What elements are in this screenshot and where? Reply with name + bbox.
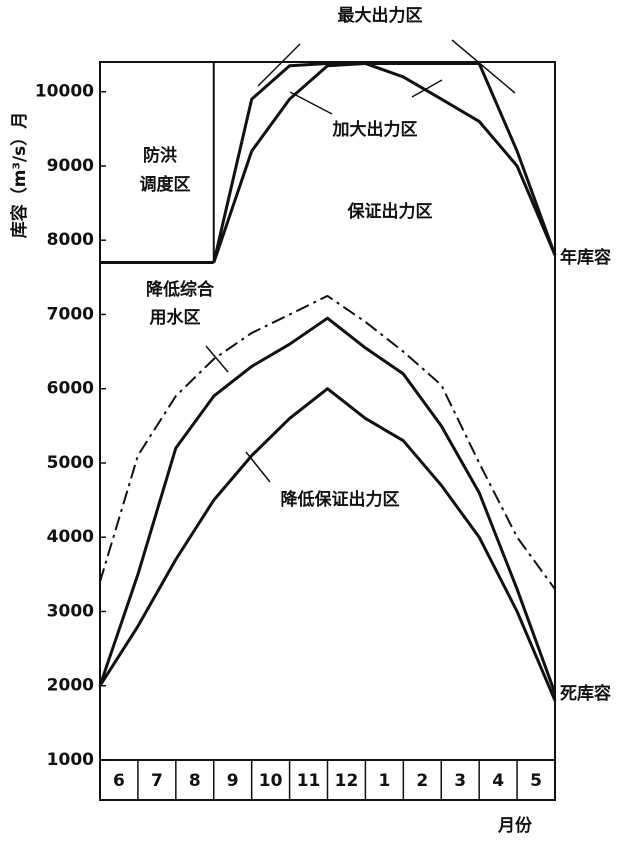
y-tick-label: 9000 [47, 156, 94, 176]
x-tick-label: 7 [151, 771, 163, 791]
x-tick-label: 2 [416, 771, 428, 791]
annotation: 用水区 [150, 307, 201, 328]
annotation: 年库容 [560, 247, 611, 268]
series-line [212, 62, 557, 263]
leader-line [205, 345, 229, 373]
y-axis-label: 库容（m³/s）月 [9, 112, 30, 239]
leader-line [451, 39, 516, 94]
plot-frame [99, 61, 556, 801]
y-tick-label: 7000 [47, 304, 94, 324]
annotation: 降低保证出力区 [281, 489, 400, 510]
y-tick-label: 5000 [47, 453, 94, 473]
series-line [99, 294, 556, 590]
x-axis-label: 月份 [497, 815, 533, 836]
y-tick-label: 3000 [47, 601, 94, 621]
annotation: 保证出力区 [347, 201, 433, 222]
y-tick-label: 1000 [47, 750, 94, 770]
series-line [98, 387, 557, 702]
annotation: 防洪 [143, 145, 177, 166]
y-tick-label: 2000 [47, 676, 94, 696]
series-line [98, 316, 557, 694]
x-tick-label: 11 [297, 771, 321, 791]
leader-line [411, 79, 443, 98]
leader-line [257, 43, 301, 87]
annotation: 死库容 [560, 683, 611, 704]
x-tick-label: 8 [189, 771, 201, 791]
x-tick-label: 4 [492, 771, 504, 791]
x-tick-label: 12 [335, 771, 359, 791]
x-tick-label: 1 [378, 771, 390, 791]
y-tick-label: 10000 [35, 82, 94, 102]
annotation: 加大出力区 [332, 119, 418, 140]
x-tick-label: 9 [227, 771, 239, 791]
x-tick-label: 3 [454, 771, 466, 791]
y-tick-label: 4000 [47, 527, 94, 547]
series-line [212, 62, 557, 263]
annotation: 降低综合 [146, 279, 215, 300]
annotation: 调度区 [140, 174, 191, 195]
x-tick-label: 10 [259, 771, 283, 791]
x-tick-label: 5 [530, 771, 542, 791]
y-tick-label: 6000 [47, 379, 94, 399]
x-tick-label: 6 [113, 771, 125, 791]
y-tick-label: 8000 [47, 230, 94, 250]
leader-line [289, 91, 333, 115]
annotation: 最大出力区 [338, 5, 423, 26]
